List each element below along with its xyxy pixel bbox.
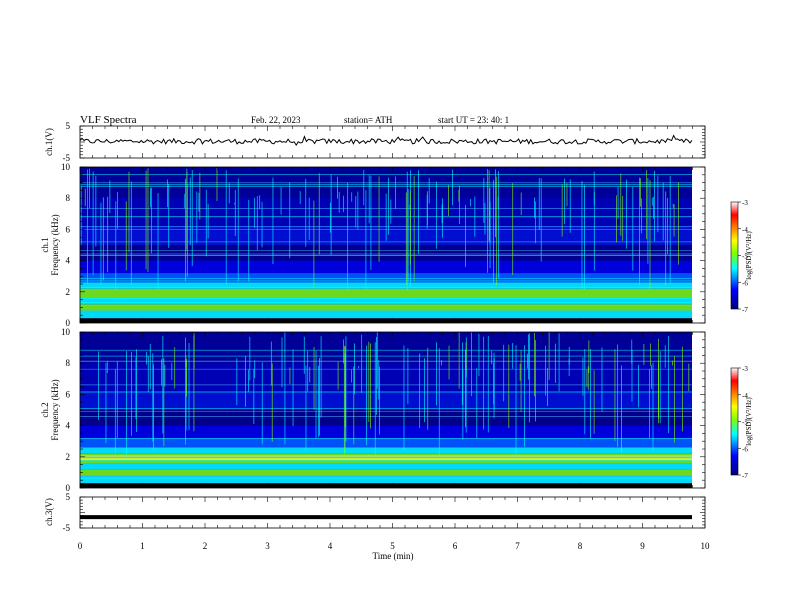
y-tick-label: 4 — [66, 256, 71, 266]
frequency-band — [80, 463, 692, 470]
ch3-ylabel: ch.3(V) — [44, 498, 54, 526]
colorbar-tick-label: -5 — [742, 419, 748, 427]
colorbar-gradient — [730, 367, 739, 476]
frequency-band — [80, 298, 692, 305]
y-tick-label: 0 — [66, 318, 71, 328]
ch2-colorbar: -7 -6 -5 -4 -3 log(PSD)(V²/Hz) — [730, 365, 753, 480]
colorbar-tick-label: -6 — [742, 279, 748, 287]
time-axis: 0 1 2 3 4 5 6 7 8 9 10 — [78, 541, 710, 551]
frequency-band — [80, 425, 692, 439]
ch1-freq-ylabel-line1: ch.1 — [40, 237, 50, 252]
y-tick-label: 5 — [66, 121, 71, 131]
y-tick-label: 4 — [66, 421, 71, 431]
ch1-freq-ylabel-line2: Frequency (kHz) — [50, 214, 60, 275]
x-tick-label: 6 — [453, 541, 458, 551]
x-tick-label: 10 — [701, 541, 711, 551]
low-frequency-strip — [80, 318, 692, 323]
ch2-freq-ylabel-line2: Frequency (kHz) — [50, 379, 60, 440]
frequency-band — [80, 410, 692, 426]
x-tick-label: 5 — [390, 541, 395, 551]
ch3-waveform-panel: -5 5 — [63, 492, 706, 533]
low-frequency-strip — [80, 483, 692, 488]
y-tick-label: 5 — [66, 492, 71, 502]
y-tick-label: 2 — [66, 452, 71, 462]
frequency-band — [80, 438, 692, 448]
frequency-band — [80, 288, 692, 299]
y-tick-label: -5 — [63, 153, 71, 163]
colorbar-label: log(PSD)(V²/Hz) — [745, 397, 753, 446]
frequency-band — [80, 273, 692, 283]
colorbar-label: log(PSD)(V²/Hz) — [745, 231, 753, 280]
spectrogram-image — [80, 332, 692, 488]
colorbar-tick-label: -7 — [742, 306, 748, 314]
x-tick-label: 7 — [515, 541, 520, 551]
spectrogram-image — [80, 167, 692, 323]
y-tick-label: 8 — [66, 358, 71, 368]
ch1-colorbar: -7 -6 -5 -4 -3 log(PSD)(V²/Hz) — [730, 199, 753, 314]
ch1-waveform-panel: -5 5 — [63, 121, 706, 163]
x-tick-label: 2 — [203, 541, 208, 551]
y-tick-label: 10 — [61, 162, 71, 172]
colorbar-tick-label: -7 — [742, 472, 748, 480]
ch2-freq-ylabel-line1: ch.2 — [40, 402, 50, 417]
y-tick-label: -5 — [63, 523, 71, 533]
frequency-band — [80, 245, 692, 261]
colorbar-tick-label: -3 — [742, 365, 748, 373]
y-tick-label: 6 — [66, 224, 71, 234]
chart-title: VLF Spectra — [80, 114, 137, 126]
frequency-band — [80, 310, 692, 319]
x-tick-label: 9 — [640, 541, 645, 551]
y-tick-label: 8 — [66, 193, 71, 203]
ch1-ylabel: ch.1(V) — [44, 128, 54, 156]
x-axis-label: Time (min) — [373, 551, 414, 561]
colorbar-tick-label: -4 — [742, 392, 748, 400]
y-tick-label: 10 — [61, 327, 71, 337]
frequency-band — [80, 260, 692, 274]
colorbar-gradient — [730, 201, 739, 310]
frequency-band — [80, 363, 692, 392]
start-time-label: start UT = 23: 40: 1 — [438, 115, 509, 125]
y-tick-label: 2 — [66, 287, 71, 297]
frequency-band — [80, 475, 692, 484]
frequency-band — [80, 447, 692, 454]
station-label: station= ATH — [344, 115, 393, 125]
date-label: Feb. 22, 2023 — [251, 115, 301, 125]
y-tick-label: 6 — [66, 389, 71, 399]
x-tick-label: 1 — [140, 541, 145, 551]
frequency-band — [80, 282, 692, 289]
x-tick-label: 0 — [78, 541, 83, 551]
x-tick-label: 4 — [328, 541, 333, 551]
ch1-spectrogram-panel: 0 2 4 6 8 10 — [61, 162, 706, 328]
y-tick-label: 0 — [66, 483, 71, 493]
frequency-band — [80, 391, 692, 410]
x-tick-label: 3 — [265, 541, 270, 551]
ch1-trace — [79, 134, 693, 147]
x-tick-label: 8 — [578, 541, 583, 551]
frequency-band — [80, 469, 692, 476]
frequency-band — [80, 304, 692, 311]
frequency-band — [80, 332, 692, 364]
colorbar-tick-label: -5 — [742, 253, 748, 261]
ch2-spectrogram-panel: 0 2 4 6 8 10 — [61, 327, 706, 493]
colorbar-tick-label: -6 — [742, 445, 748, 453]
colorbar-tick-label: -4 — [742, 226, 748, 234]
colorbar-tick-label: -3 — [742, 199, 748, 207]
